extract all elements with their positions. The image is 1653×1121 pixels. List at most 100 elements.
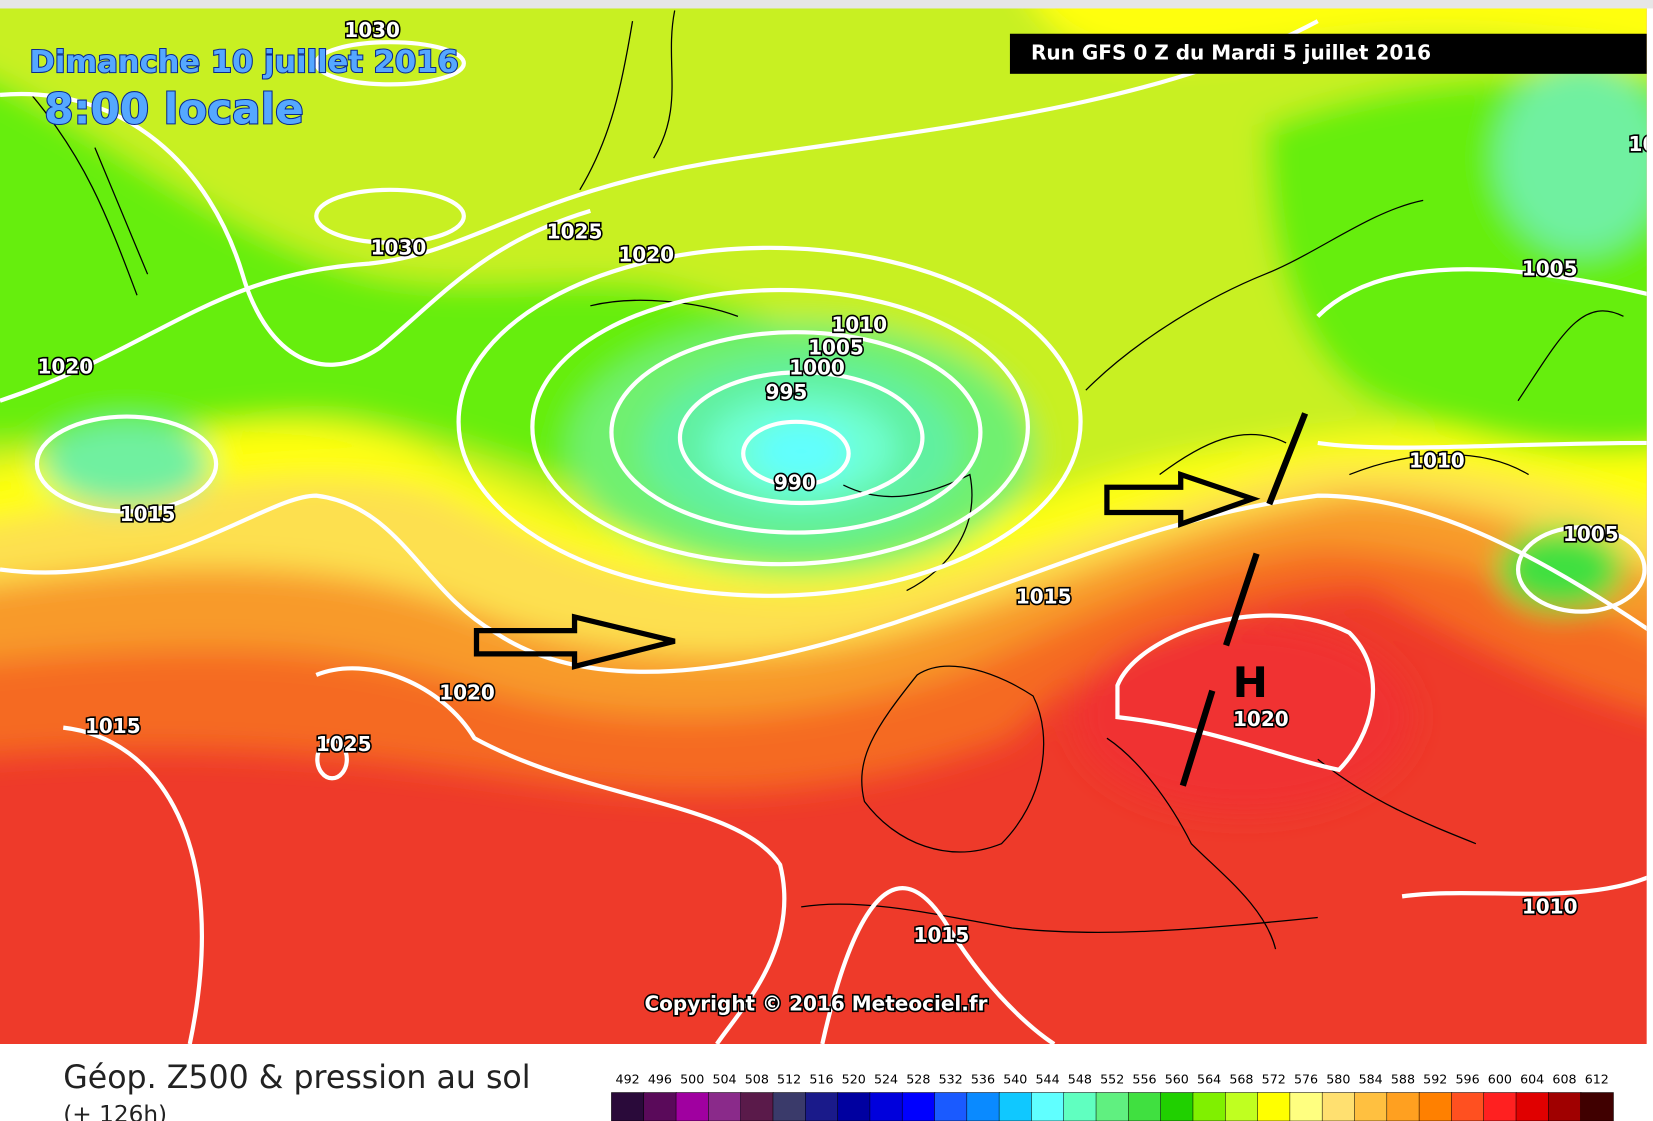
legend-tick: 560 [1165, 1071, 1189, 1086]
isobar-label: 1010 [1409, 448, 1465, 472]
legend-tick: 592 [1423, 1071, 1447, 1086]
legend-tick: 516 [809, 1071, 833, 1086]
legend-tick: 604 [1520, 1071, 1544, 1086]
legend-swatch [1354, 1092, 1388, 1121]
isobar-label: 1030 [371, 235, 427, 259]
isobar-label: 990 [774, 471, 816, 495]
isobar-label: 1025 [547, 220, 603, 244]
field [0, 8, 1647, 813]
legend-swatch [708, 1092, 742, 1121]
legend-tick: 556 [1132, 1071, 1156, 1086]
legend-swatch [740, 1092, 774, 1121]
legend-tick: 508 [745, 1071, 769, 1086]
legend-swatch [1257, 1092, 1291, 1121]
legend-swatch [1095, 1092, 1130, 1121]
isobar-label: 995 [766, 380, 808, 404]
legend-tick: 528 [906, 1071, 930, 1086]
legend-tick: 500 [680, 1071, 704, 1086]
legend-tick: 584 [1359, 1071, 1383, 1086]
legend-swatch [1548, 1092, 1582, 1121]
legend: 492 496 500 504 508 512 516 520 524 528 532 536 540 5… [611, 1071, 1614, 1121]
legend-swatch [1580, 1092, 1614, 1121]
copyright: Copyright © 2016 Meteociel.fr [644, 991, 987, 1015]
legend-tick: 580 [1326, 1071, 1350, 1086]
arrow [1104, 470, 1261, 528]
isobar-label: 1020 [618, 243, 674, 267]
legend-swatch [869, 1092, 903, 1121]
legend-tick: 612 [1585, 1071, 1609, 1086]
legend-tick: 536 [971, 1071, 995, 1086]
isobar-label: 1015 [914, 923, 970, 947]
legend-tick: 520 [842, 1071, 866, 1086]
legend-swatch [1515, 1092, 1550, 1121]
legend-tick: 552 [1100, 1071, 1124, 1086]
legend-swatch [1128, 1092, 1162, 1121]
legend-tick: 568 [1229, 1071, 1253, 1086]
legend-swatch [772, 1092, 807, 1121]
footer-subtitle: (+ 126h) [63, 1101, 167, 1121]
legend-swatch [611, 1092, 645, 1121]
legend-swatch [837, 1092, 871, 1121]
legend-swatch [1031, 1092, 1065, 1121]
high-marker: H [1233, 658, 1268, 707]
isobar-label: 1005 [808, 336, 864, 360]
coastlines [31, 10, 1624, 950]
legend-tick: 544 [1036, 1071, 1060, 1086]
run-banner [1009, 33, 1647, 74]
legend-swatch [1289, 1092, 1323, 1121]
map: 1030103010251020102010151010100510009959… [0, 8, 1653, 1045]
front-line [1179, 412, 1309, 787]
legend-swatch [1483, 1092, 1517, 1121]
top-strip [0, 0, 1653, 9]
legend-swatch [675, 1092, 710, 1121]
isobar-label: 1025 [316, 732, 372, 756]
footer-title: Géop. Z500 & pression au sol [63, 1060, 530, 1096]
legend-swatch [998, 1092, 1033, 1121]
run-label: Run GFS 0 Z du Mardi 5 juillet 2016 [1031, 40, 1431, 64]
legend-tick: 576 [1294, 1071, 1318, 1086]
legend-swatch [805, 1092, 839, 1121]
legend-tick: 496 [648, 1071, 672, 1086]
isobar-label: 1010 [831, 312, 887, 336]
legend-swatch [966, 1092, 1000, 1121]
legend-tick: 608 [1552, 1071, 1576, 1086]
isobar-label: 1015 [85, 714, 141, 738]
legend-tick: 588 [1391, 1071, 1415, 1086]
isobar-label: 1000 [789, 356, 845, 380]
isobar-label: 1020 [38, 355, 94, 379]
date-label: Dimanche 10 juillet 2016 [30, 45, 459, 80]
isobar-label: 1015 [1016, 584, 1072, 608]
legend-tick: 524 [874, 1071, 898, 1086]
legend-tick: 540 [1003, 1071, 1027, 1086]
legend-swatch [934, 1092, 968, 1121]
isobar-label: 10 [1629, 132, 1653, 156]
isobar-label: 1015 [120, 502, 176, 526]
arrow [473, 613, 676, 670]
legend-swatch [1063, 1092, 1097, 1121]
isobar-label: 1020 [1233, 707, 1289, 731]
isobar-label: 1020 [439, 680, 495, 704]
legend-tick: 512 [777, 1071, 801, 1086]
legend-tick: 596 [1455, 1071, 1479, 1086]
legend-swatch [1321, 1092, 1356, 1121]
legend-swatch [901, 1092, 936, 1121]
legend-swatch [1386, 1092, 1420, 1121]
legend-tick: 572 [1262, 1071, 1286, 1086]
annotations [473, 412, 1309, 787]
isobar-label: 1005 [1522, 256, 1578, 280]
isobar-labels: 1030103010251020102010151010100510009959… [36, 17, 1653, 949]
legend-tick: 600 [1488, 1071, 1512, 1086]
isobars [0, 19, 1647, 1045]
isobar-label: 1030 [344, 18, 400, 42]
legend-tick: 504 [712, 1071, 736, 1086]
legend-tick: 492 [616, 1071, 640, 1086]
legend-tick: 532 [939, 1071, 963, 1086]
legend-swatch [1451, 1092, 1485, 1121]
time-label: 8:00 locale [44, 84, 303, 133]
isobar-label: 1005 [1563, 522, 1619, 546]
legend-swatch [1418, 1092, 1453, 1121]
legend-swatch [1192, 1092, 1227, 1121]
legend-tick: 564 [1197, 1071, 1221, 1086]
